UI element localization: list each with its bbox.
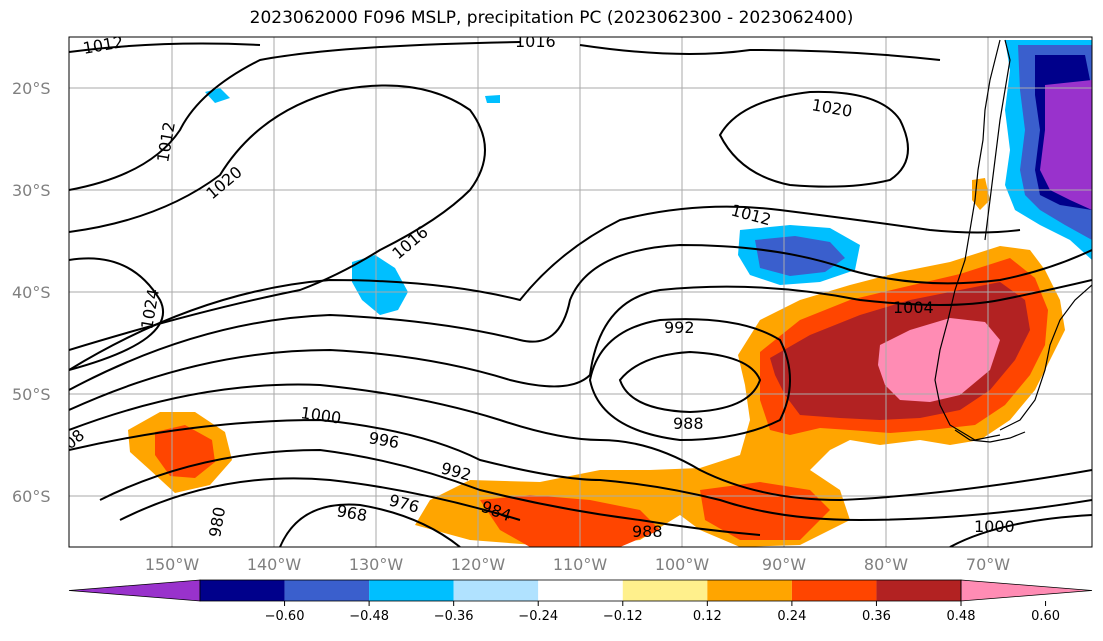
colorbar-tick-label: 0.36 [862,609,891,624]
isobar-1012-nw [69,42,261,53]
lat-label: 30°S [12,181,51,200]
isobar-992-south [69,418,1092,522]
colorbar-segment [453,580,539,601]
map-frame [68,36,1093,548]
isobar-996 [69,383,1092,502]
lon-label: 140°W [247,555,302,574]
precip-area-chile-max [878,318,1000,402]
colorbar-segment [707,580,792,601]
lat-label: 60°S [12,487,51,506]
coast-andes [984,39,1011,241]
colorbar-tick-label: 0.48 [947,609,976,624]
isobar-1020-north [718,90,909,188]
contour-label: 1000 [974,517,1015,536]
colorbar-segment [876,580,961,601]
colorbar-extend-min [68,579,201,602]
isobar-976 [119,477,521,521]
lat-axis-labels: 20°S 30°S 40°S 50°S 60°S [12,79,51,506]
colorbar-segments [68,579,1093,602]
map-title: 2023062000 F096 MSLP, precipitation PC (… [249,8,854,28]
contour-label: 1012 [81,32,124,58]
lat-label: 50°S [12,385,51,404]
coast-south-america-west [934,39,1001,441]
colorbar-tick-label: 0.60 [1031,609,1060,624]
contour-label: 992 [664,318,695,337]
contour-label: 988 [632,522,663,541]
contour-label: 988 [673,414,704,433]
isobar-1016-west [69,84,486,351]
colorbar-border [199,579,962,602]
coastlines [934,39,1092,443]
colorbar-tick-label: −0.24 [518,609,558,624]
lat-label: 20°S [12,79,51,98]
isobar-1000 [69,279,1092,411]
isobar-1004 [69,243,1092,391]
dry-area-mid-pacific [352,255,408,315]
colorbar-extend-max [960,579,1093,602]
isobar-1016-central [69,257,165,371]
coast-south-america-east [999,284,1092,431]
lon-label: 150°W [145,555,200,574]
precip-area-south [480,495,660,547]
lon-label: 100°W [655,555,710,574]
lon-label: 130°W [349,555,404,574]
isobar-992-loop [588,318,791,442]
isobar-1012-west [69,41,521,191]
colorbar-tick-label: −0.48 [349,609,389,624]
colorbar-segment [622,580,708,601]
lon-label: 70°W [966,555,1010,574]
lon-label: 120°W [451,555,506,574]
lon-label: 80°W [864,555,908,574]
colorbar: −0.60 −0.48 −0.36 −0.24 −0.12 0.12 0.24 0.36 0.4… [68,579,1093,624]
colorbar-tick-label: −0.12 [603,609,643,624]
isobar-968 [279,503,461,547]
colorbar-segment [369,580,454,601]
lon-label: 90°W [762,555,806,574]
contour-label: 1016 [515,32,556,51]
colorbar-tick-label: −0.60 [265,609,305,624]
mslp-isobars [69,41,1092,547]
colorbar-segment [200,580,285,601]
colorbar-tick-label: −0.36 [434,609,474,624]
dry-area-argentina-max [1040,80,1092,210]
coast-tierra-del-fuego [954,429,1026,443]
lon-axis-labels: 150°W 140°W 130°W 120°W 110°W 100°W 90°W… [145,555,1010,574]
dry-area-small2 [485,95,500,103]
colorbar-segment [538,580,623,601]
colorbar-segment [284,580,370,601]
lat-label: 40°S [12,283,51,302]
isobar-1012-central [579,44,941,61]
colorbar-segment [791,580,877,601]
colorbar-tick-label: 0.24 [777,609,806,624]
isobar-1008 [69,205,1021,371]
contour-label: 1004 [893,298,934,317]
isobar-1000-se [949,514,1092,547]
colorbar-ticks: −0.60 −0.48 −0.36 −0.24 −0.12 0.12 0.24 0.36 0.4… [265,601,1060,624]
lon-label: 110°W [553,555,608,574]
precip-area-west-mid [155,425,215,478]
colorbar-tick-label: 0.12 [693,609,722,624]
isobar-988-loop [618,350,762,414]
isobar-984 [99,448,761,536]
